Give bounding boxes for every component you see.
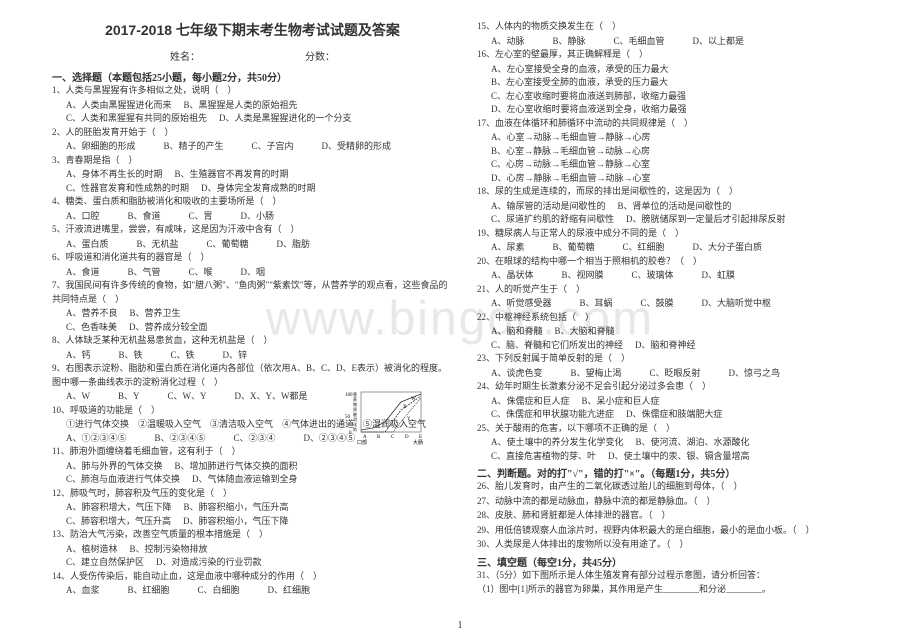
left-questions-container: 1、人类与黑猩猩有许多相似之处，说明（ ）A、人类由黑猩猩进化而来B、黑猩猩是人… xyxy=(52,84,453,598)
question-7-opts-row2: C、色香味美D、营养成分较全面 xyxy=(52,321,453,335)
question-20: 20、在眼球的结构中哪一个相当于照相机的胶卷？（ ） xyxy=(477,255,878,269)
question-7: 7、我国民间有许多传统的食物，如"腊八粥"、"鱼肉粥""紫素饮"等，从营养学的观… xyxy=(52,279,453,306)
question-12: 12、肺吸气时，肺容积及气压的变化是（ ） xyxy=(52,487,453,501)
question-9-opts: A、WB、YC、W、YD、X、Y、W都是100500WXYABCDE口部大肠营养… xyxy=(52,390,453,404)
question-6: 6、呼吸道和消化道共有的器官是（ ） xyxy=(52,251,453,265)
name-score-line: 姓名： 分数： xyxy=(52,48,453,63)
question-1: 1、人类与黑猩猩有许多相似之处，说明（ ） xyxy=(52,84,453,98)
question-22: 22、中枢神经系统包括（ ） xyxy=(477,311,878,325)
question-17-opt: B、心室→静脉→毛细血管→动脉→心房 xyxy=(477,145,878,159)
judge-item-27: 27、动脉中流的都是动脉血，静脉中流的都是静脉血。（ ） xyxy=(477,495,878,509)
question-12-opts-row2: C、肺容积增大，气压升高D、肺容积缩小，气压下降 xyxy=(52,515,453,529)
judge-item-26: 26、胎儿发育时，由产生的二氧化碳透过胎儿的细胞到母体，（ ） xyxy=(477,480,878,494)
question-16: 16、左心室的壁最厚，其正确解释是（ ） xyxy=(477,48,878,62)
chart-label-x: X xyxy=(403,405,407,410)
question-24-opts-row2: C、侏儒症和甲状腺功能亢进症D、侏儒症和肢端肥大症 xyxy=(477,408,878,422)
question-5: 5、汗液流进嘴里，尝尝，有咸味，这是因为汗液中含有（ ） xyxy=(52,223,453,237)
judge-items: 26、胎儿发育时，由产生的二氧化碳透过胎儿的细胞到母体，（ ）27、动脉中流的都… xyxy=(477,480,878,552)
judge-item-30: 30、人类尿是人体排出的废物所以没有用途了。（ ） xyxy=(477,538,878,552)
question-14-opts: A、血浆B、红细胞C、白细胞D、红细胞 xyxy=(52,584,453,598)
page-number: 1 xyxy=(458,620,463,631)
question-18-opts-row2: C、尿道扩约肌的舒缩有间歇性D、膀胱储尿到一定量后才引起排尿反射 xyxy=(477,213,878,227)
question-25-opts-row2: C、直接危害植物的芽、叶D、使土壤中的汞、银、镉含量增高 xyxy=(477,450,878,464)
question-20-opts: A、晶状体B、视网膜C、玻璃体D、虹膜 xyxy=(477,269,878,283)
fill-items: 31、（5分）如下图所示是人体生殖发育有部分过程示意图，请分析回答：（1）图中[… xyxy=(477,569,878,597)
question-13: 13、防治大气污染，改善空气质量的根本措施是（ ） xyxy=(52,528,453,542)
name-label: 姓名： xyxy=(170,52,200,63)
question-22-opts-row2: C、脑、脊髓和它们所发出的神经D、脑和脊神经 xyxy=(477,339,878,353)
question-21: 21、人的听觉产生于（ ） xyxy=(477,283,878,297)
section-b-header: 二、判断题。对的打"√"，错的打"×"。（每题1分，共5分） xyxy=(477,465,878,480)
question-3-opts-row1: A、身体不再生长的时期B、生殖器官不再发育的时期 xyxy=(52,168,453,182)
question-6-opts: A、食道B、气管C、喉D、咽 xyxy=(52,266,453,280)
question-16-opt: D、左心室收缩时要将血液送到全身，收缩力最强 xyxy=(477,103,878,117)
question-4-opts: A、口腔B、食道C、胃D、小肠 xyxy=(52,210,453,224)
chart-label-y: Y xyxy=(407,417,411,422)
question-4: 4、糖类、蛋白质和脂肪被消化和吸收的主要场所是（ ） xyxy=(52,195,453,209)
question-22-opts-row1: A、脑和脊髓B、大脑和脊髓 xyxy=(477,325,878,339)
question-16-opt: B、左心室接受全肺的血液，承受的压力最大 xyxy=(477,76,878,90)
question-10-opts: A、①②③④⑤B、②③④⑤C、②③④D、②③④⑤ xyxy=(52,432,453,446)
chart-ymax: 100 xyxy=(345,393,353,398)
question-13-opts-row2: C、建立自然保护区D、对造成污染的行业罚款 xyxy=(52,556,453,570)
fill-item-1: （1）图中[1]所示的器官为卵巢，其作用是产生________和分泌______… xyxy=(477,583,878,597)
section-c-header: 三、填空题（每空1分，共45分） xyxy=(477,554,878,569)
section-a-header: 一、选择题（本题包括25小题，每小题2分，共50分） xyxy=(52,69,453,84)
question-21-opts: A、听觉感受器B、耳蜗C、鼓膜D、大脑听觉中枢 xyxy=(477,297,878,311)
question-24-opts-row1: A、侏儒症和巨人症B、呆小症和巨人症 xyxy=(477,395,878,409)
exam-title: 2017-2018 七年级下期末考生物考试试题及答案 xyxy=(52,20,453,40)
question-9: 9、右图表示淀粉、脂肪和蛋白质在消化道内各部位（依次用A、B、C、D、E表示）被… xyxy=(52,362,453,389)
judge-item-28: 28、皮肤、肺和肾脏都是人体排泄的器官。（ ） xyxy=(477,509,878,523)
question-12-opts-row1: A、肺容积增大，气压下降B、肺容积缩小，气压升高 xyxy=(52,501,453,515)
question-17-opt: C、心房→动脉→毛细血管→静脉→心室 xyxy=(477,158,878,172)
right-questions-container: 15、人体内的物质交换发生在（ ）A、动脉B、静脉C、毛细血管D、以上都是16、… xyxy=(477,20,878,463)
question-3-opts-row2: C、性器官发育和性成熟的时期D、身体完全发育成熟的时期 xyxy=(52,182,453,196)
question-16-opt: A、左心室接受全身的血液，承受的压力最大 xyxy=(477,63,878,77)
question-25-opts-row1: A、使土壤中的养分发生化学变化B、使河流、湖泊、水源酸化 xyxy=(477,436,878,450)
question-2-opts: A、卵细胞的形成B、精子的产生C、子宫内D、受精卵的形成 xyxy=(52,140,453,154)
question-19-opts: A、尿素B、葡萄糖C、红细胞D、大分子蛋白质 xyxy=(477,241,878,255)
question-3: 3、青春期是指（ ） xyxy=(52,154,453,168)
question-15-opts: A、动脉B、静脉C、毛细血管D、以上都是 xyxy=(477,35,878,49)
question-16-opt: C、左心室收缩时要将血液送到肺部，收缩力最强 xyxy=(477,90,878,104)
score-label: 分数： xyxy=(305,52,335,63)
question-24: 24、幼年时期生长激素分泌不足会引起分泌过多会患（ ） xyxy=(477,380,878,394)
question-8-opts: A、钙B、铁C、铁D、锌 xyxy=(52,349,453,363)
fill-item-0: 31、（5分）如下图所示是人体生殖发育有部分过程示意图，请分析回答： xyxy=(477,569,878,583)
question-14: 14、人受伤传染后，能自动止血，这是血液中哪种成分的作用（ ） xyxy=(52,570,453,584)
question-15: 15、人体内的物质交换发生在（ ） xyxy=(477,20,878,34)
question-11-opts-row1: A、肺与外界的气体交换B、增加肺进行气体交换的面积 xyxy=(52,460,453,474)
question-17-opt: A、心室→动脉→毛细血管→静脉→心房 xyxy=(477,131,878,145)
question-19: 19、糖尿病人与正常人的尿液中成分不同的是（ ） xyxy=(477,227,878,241)
left-column: 2017-2018 七年级下期末考生物考试试题及答案 姓名： 分数： 一、选择题… xyxy=(40,20,465,598)
chart-label-w: W xyxy=(411,397,416,402)
chart-ymid: 50 xyxy=(345,415,351,420)
question-11-opts-row2: C、肺泡与血液进行气体交换D、气体随血液运输到全身 xyxy=(52,473,453,487)
question-23: 23、下列反射属于简单反射的是（ ） xyxy=(477,352,878,366)
question-18: 18、尿的生成是连续的，而尿的排出是间歇性的，这是因为（ ） xyxy=(477,185,878,199)
question-1-opts-row2: C、人类和黑猩猩有共同的原始祖先D、人类是黑猩猩进化的一个分支 xyxy=(52,112,453,126)
question-13-opts-row1: A、植树造林B、控制污染物排放 xyxy=(52,543,453,557)
question-23-opts: A、谈虎色变B、望梅止渴C、眨眼反射D、惊弓之鸟 xyxy=(477,367,878,381)
judge-item-29: 29、用低倍镜观察人血涂片时，视野内体积最大的是白细胞，最小的是血小板。（ ） xyxy=(477,524,878,538)
question-2: 2、人的胚胎发育开始于（ ） xyxy=(52,126,453,140)
question-5-opts: A、蛋白质B、无机盐C、葡萄糖D、脂肪 xyxy=(52,238,453,252)
right-column: 15、人体内的物质交换发生在（ ）A、动脉B、静脉C、毛细血管D、以上都是16、… xyxy=(465,20,890,598)
exam-page: 2017-2018 七年级下期末考生物考试试题及答案 姓名： 分数： 一、选择题… xyxy=(0,0,920,608)
question-1-opts-row1: A、人类由黑猩猩进化而来B、黑猩猩是人类的原始祖先 xyxy=(52,99,453,113)
question-7-opts-row1: A、营养不良B、营养卫生 xyxy=(52,307,453,321)
question-17-opt: D、心房→静脉→毛细血管→动脉→心室 xyxy=(477,172,878,186)
question-18-opts-row1: A、输尿管的活动是间歇性的B、肾单位的活动是间歇性的 xyxy=(477,200,878,214)
question-8: 8、人体缺乏某种无机盐易患贫血，这种无机盐是（ ） xyxy=(52,334,453,348)
question-11: 11、肺泡外面缠绕着毛细血管，这有利于（ ） xyxy=(52,445,453,459)
question-17: 17、血液在体循环和肺循环中流动的共同规律是（ ） xyxy=(477,117,878,131)
question-25: 25、关于酸雨的危害，以下哪项不正确的是（ ） xyxy=(477,422,878,436)
